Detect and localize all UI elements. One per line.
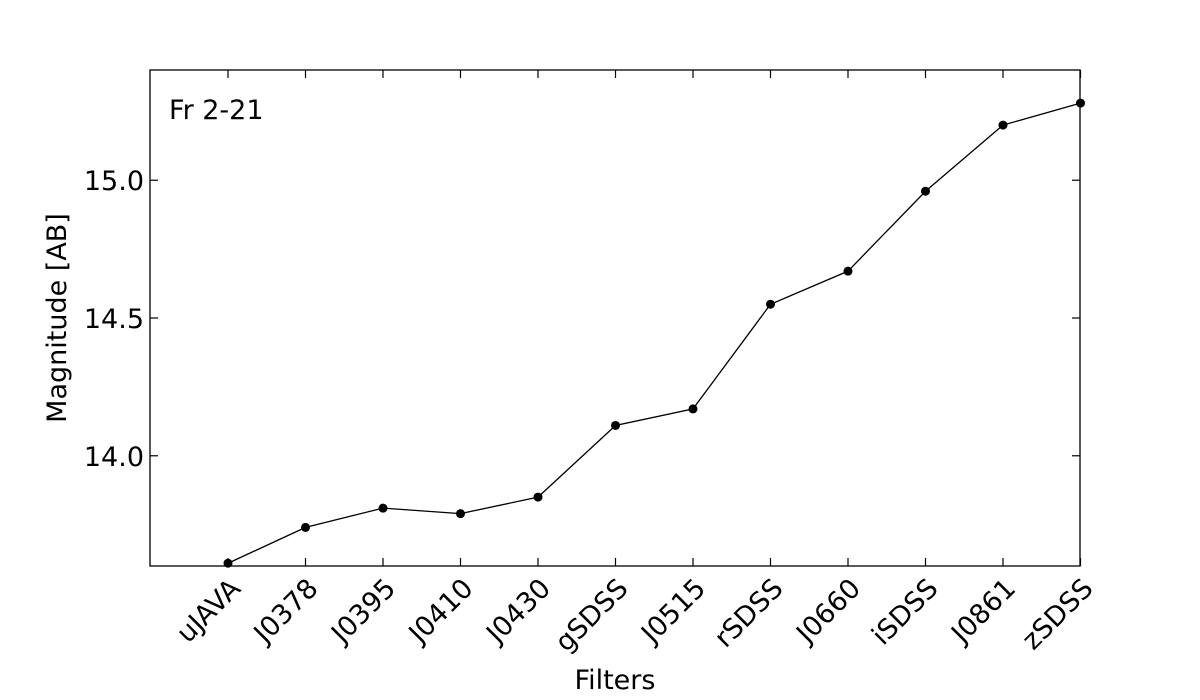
x-tick-label: uJAVA [171, 573, 247, 649]
x-tick-label: iSDSS [866, 573, 944, 651]
x-tick-label: zSDSS [1016, 573, 1099, 656]
data-point [378, 503, 388, 513]
x-tick-label: J0378 [247, 573, 325, 651]
data-point [301, 522, 310, 532]
x-tick-label: J0395 [324, 573, 402, 651]
chart-annotation: Fr 2-21 [169, 95, 264, 126]
data-point [843, 266, 853, 276]
data-point [456, 509, 465, 519]
plot-frame [149, 69, 1081, 567]
data-point [223, 558, 233, 568]
y-tick-label: 14.5 [84, 304, 144, 335]
x-tick-label: J0660 [789, 573, 867, 651]
y-tick-label: 14.0 [84, 442, 144, 473]
data-point [921, 186, 930, 196]
data-point [998, 120, 1008, 130]
y-tick-label: 15.0 [84, 166, 144, 197]
y-axis-ticks: 14.0 14.5 15.0 [84, 166, 1080, 473]
series-layer [223, 98, 1085, 568]
x-tick-label: gSDSS [549, 573, 634, 658]
x-tick-label: J0430 [479, 573, 557, 651]
series-line [227, 102, 1081, 564]
data-point [1076, 98, 1085, 108]
x-axis-title: Filters [575, 665, 656, 696]
x-tick-label: rSDSS [709, 573, 790, 654]
y-axis-title: Magnitude [AB] [42, 213, 73, 423]
x-tick-label: J0515 [634, 573, 712, 651]
data-point [688, 404, 698, 414]
data-point [611, 420, 620, 430]
x-tick-label: J0861 [944, 573, 1022, 651]
data-point [766, 299, 775, 309]
data-point [533, 492, 543, 502]
x-tick-label: J0410 [402, 573, 480, 651]
